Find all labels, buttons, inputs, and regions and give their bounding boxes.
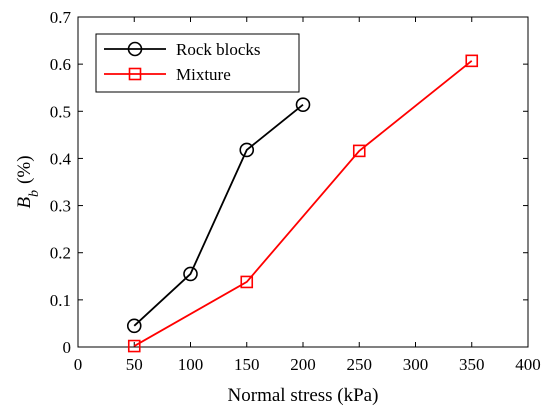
series-mixture bbox=[127, 54, 479, 353]
x-tick-label: 300 bbox=[403, 355, 429, 374]
y-tick-label: 0.6 bbox=[50, 55, 71, 74]
x-tick-label: 50 bbox=[126, 355, 143, 374]
x-tick-label: 100 bbox=[178, 355, 204, 374]
data-point bbox=[295, 97, 311, 112]
x-tick-label: 350 bbox=[459, 355, 485, 374]
legend: Rock blocks Mixture bbox=[95, 33, 300, 93]
series-layer bbox=[126, 54, 479, 353]
x-tick-label: 150 bbox=[234, 355, 260, 374]
y-tick-label: 0.3 bbox=[50, 197, 71, 216]
y-tick-label: 0.7 bbox=[50, 8, 72, 27]
data-point bbox=[240, 275, 254, 289]
series-line bbox=[133, 60, 473, 347]
y-tick-label: 0.4 bbox=[50, 149, 72, 168]
legend-marker bbox=[128, 67, 142, 81]
legend-item: Rock blocks bbox=[104, 40, 261, 59]
y-tick-label: 0.2 bbox=[50, 244, 71, 263]
legend-marker bbox=[127, 41, 143, 57]
y-axis-label: Bb (%) bbox=[14, 155, 42, 208]
legend-box bbox=[95, 33, 300, 93]
x-tick-label: 400 bbox=[515, 355, 541, 374]
y-axis-label-sub: b bbox=[27, 190, 42, 197]
x-tick-label: 250 bbox=[347, 355, 373, 374]
x-axis-ticks: 0 50 100 150 200 250 300 350 400 bbox=[74, 17, 541, 374]
data-point bbox=[239, 142, 255, 158]
series-line bbox=[133, 103, 304, 327]
y-tick-label: 0.5 bbox=[50, 102, 71, 121]
data-point bbox=[183, 266, 198, 282]
y-tick-label: 0 bbox=[63, 338, 72, 357]
legend-item: Mixture bbox=[104, 65, 231, 84]
x-tick-label: 0 bbox=[74, 355, 83, 374]
data-point bbox=[352, 144, 366, 158]
legend-label: Rock blocks bbox=[176, 40, 261, 59]
x-axis-label: Normal stress (kPa) bbox=[228, 385, 379, 406]
y-axis-label-main: B bbox=[14, 197, 35, 209]
data-point bbox=[127, 339, 141, 353]
series-rock-blocks bbox=[126, 97, 311, 334]
x-tick-label: 200 bbox=[290, 355, 316, 374]
data-point bbox=[465, 54, 479, 68]
legend-label: Mixture bbox=[176, 65, 231, 84]
y-axis-label-unit: (%) bbox=[14, 155, 35, 183]
y-axis-ticks: 0 0.1 0.2 0.3 0.4 0.5 0.6 0.7 bbox=[50, 8, 528, 357]
data-point bbox=[126, 318, 142, 334]
y-tick-label: 0.1 bbox=[50, 291, 71, 310]
